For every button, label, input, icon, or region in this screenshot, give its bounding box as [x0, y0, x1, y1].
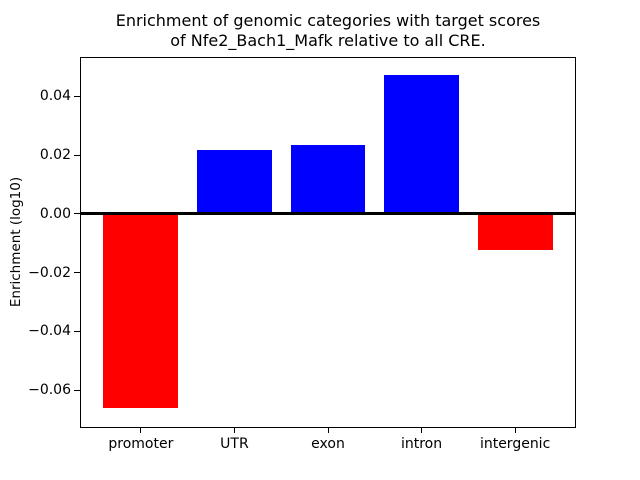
- y-tick-label: 0.00: [39, 205, 71, 222]
- x-tick-label-exon: exon: [311, 436, 345, 452]
- x-tick-mark: [514, 427, 516, 433]
- chart-title-line-2: of Nfe2_Bach1_Mafk relative to all CRE.: [170, 31, 486, 50]
- y-tick-mark: [74, 389, 80, 391]
- x-tick-mark: [140, 427, 142, 433]
- x-tick-label-promoter: promoter: [108, 436, 174, 452]
- y-axis-label: Enrichment (log10): [8, 176, 24, 308]
- chart-title-line-1: Enrichment of genomic categories with ta…: [115, 11, 541, 30]
- y-tick-mark: [74, 154, 80, 156]
- bar-UTR: [197, 149, 272, 214]
- x-tick-label-intron: intron: [400, 436, 443, 452]
- plot-area: [80, 57, 576, 428]
- y-tick-mark: [74, 213, 80, 215]
- chart-title: Enrichment of genomic categories with ta…: [80, 11, 576, 51]
- x-tick-label-intergenic: intergenic: [479, 436, 551, 452]
- zero-line: [81, 212, 575, 216]
- x-tick-mark: [421, 427, 423, 433]
- bar-intron: [384, 74, 459, 214]
- y-tick-label: −0.04: [28, 323, 71, 340]
- y-tick-label: −0.02: [28, 264, 71, 281]
- y-tick-mark: [74, 330, 80, 332]
- y-tick-mark: [74, 95, 80, 97]
- y-tick-label: 0.02: [39, 147, 71, 164]
- x-tick-mark: [233, 427, 235, 433]
- bar-intergenic: [477, 213, 553, 251]
- x-tick-label-UTR: UTR: [220, 436, 249, 452]
- x-tick-mark: [327, 427, 329, 433]
- bar-exon: [290, 144, 366, 214]
- y-tick-label: 0.04: [39, 88, 71, 105]
- y-tick-label: −0.06: [28, 382, 71, 399]
- bar-promoter: [103, 213, 179, 409]
- y-tick-mark: [74, 272, 80, 274]
